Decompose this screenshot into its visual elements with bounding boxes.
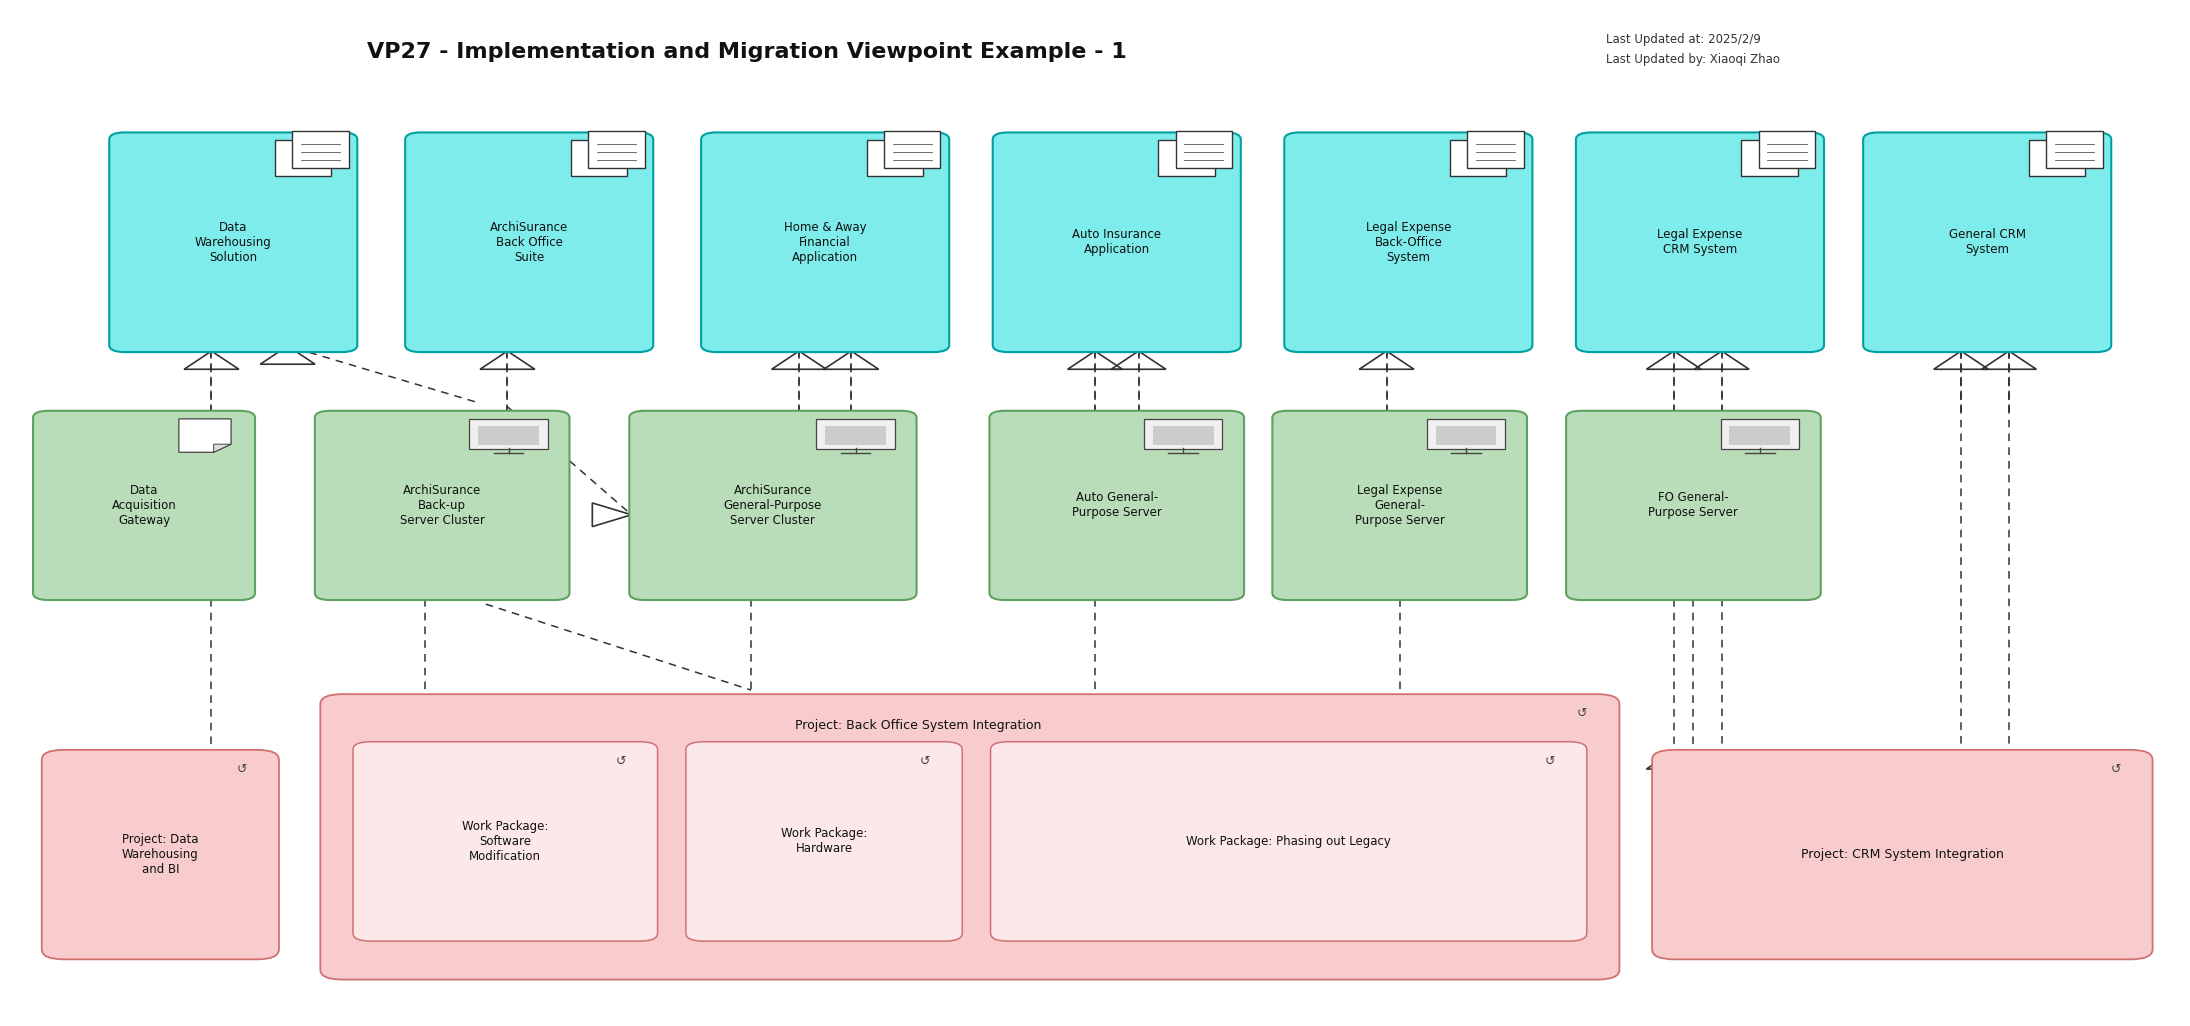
FancyBboxPatch shape [291, 131, 348, 168]
Text: Work Package:
Hardware: Work Package: Hardware [782, 827, 867, 856]
Text: FO General-
Purpose Server: FO General- Purpose Server [1649, 491, 1739, 519]
FancyBboxPatch shape [992, 132, 1242, 352]
FancyBboxPatch shape [685, 742, 961, 941]
FancyBboxPatch shape [1143, 419, 1222, 449]
FancyBboxPatch shape [990, 742, 1588, 941]
Text: ↺: ↺ [1577, 707, 1588, 720]
FancyBboxPatch shape [1566, 410, 1820, 600]
Text: ↺: ↺ [237, 762, 247, 776]
Text: Legal Expense
Back-Office
System: Legal Expense Back-Office System [1367, 221, 1452, 264]
Text: VP27 - Implementation and Migration Viewpoint Example - 1: VP27 - Implementation and Migration View… [368, 42, 1126, 63]
Text: Legal Expense
CRM System: Legal Expense CRM System [1658, 228, 1743, 256]
Text: Project: Back Office System Integration: Project: Back Office System Integration [795, 719, 1040, 732]
Text: Data
Acquisition
Gateway: Data Acquisition Gateway [112, 484, 177, 527]
FancyBboxPatch shape [817, 419, 896, 449]
Text: Home & Away
Financial
Application: Home & Away Financial Application [784, 221, 867, 264]
FancyBboxPatch shape [1283, 132, 1533, 352]
Text: General CRM
System: General CRM System [1949, 228, 2026, 256]
FancyBboxPatch shape [33, 410, 254, 600]
FancyBboxPatch shape [1272, 410, 1526, 600]
Text: Work Package: Phasing out Legacy: Work Package: Phasing out Legacy [1187, 835, 1391, 847]
Text: Auto General-
Purpose Server: Auto General- Purpose Server [1071, 491, 1161, 519]
FancyBboxPatch shape [1864, 132, 2111, 352]
FancyBboxPatch shape [867, 140, 924, 176]
FancyBboxPatch shape [990, 410, 1244, 600]
Text: ↺: ↺ [920, 754, 931, 767]
FancyBboxPatch shape [405, 132, 653, 352]
Text: Work Package:
Software
Modification: Work Package: Software Modification [462, 820, 548, 863]
FancyBboxPatch shape [1759, 131, 1816, 168]
Text: ArchiSurance
General-Purpose
Server Cluster: ArchiSurance General-Purpose Server Clus… [723, 484, 821, 527]
Text: Legal Expense
General-
Purpose Server: Legal Expense General- Purpose Server [1356, 484, 1445, 527]
Text: Project: CRM System Integration: Project: CRM System Integration [1800, 849, 2004, 861]
FancyBboxPatch shape [1159, 140, 1215, 176]
FancyBboxPatch shape [2028, 140, 2085, 176]
Text: ArchiSurance
Back Office
Suite: ArchiSurance Back Office Suite [491, 221, 569, 264]
FancyBboxPatch shape [826, 426, 887, 445]
Polygon shape [215, 444, 232, 452]
Text: ↺: ↺ [615, 754, 626, 767]
FancyBboxPatch shape [629, 410, 918, 600]
FancyBboxPatch shape [572, 140, 626, 176]
Text: Last Updated at: 2025/2/9: Last Updated at: 2025/2/9 [1607, 33, 1761, 46]
FancyBboxPatch shape [1651, 750, 2153, 959]
FancyBboxPatch shape [1741, 140, 1798, 176]
Text: Auto Insurance
Application: Auto Insurance Application [1073, 228, 1161, 256]
FancyBboxPatch shape [1176, 131, 1233, 168]
FancyBboxPatch shape [110, 132, 357, 352]
FancyBboxPatch shape [320, 695, 1618, 980]
FancyBboxPatch shape [587, 131, 644, 168]
Polygon shape [180, 419, 232, 452]
FancyBboxPatch shape [1721, 419, 1798, 449]
FancyBboxPatch shape [701, 132, 948, 352]
FancyBboxPatch shape [315, 410, 569, 600]
FancyBboxPatch shape [353, 742, 657, 941]
FancyBboxPatch shape [42, 750, 278, 959]
Text: ↺: ↺ [1544, 754, 1555, 767]
Text: Project: Data
Warehousing
and BI: Project: Data Warehousing and BI [123, 833, 199, 876]
FancyBboxPatch shape [885, 131, 940, 168]
Text: Data
Warehousing
Solution: Data Warehousing Solution [195, 221, 272, 264]
FancyBboxPatch shape [1428, 419, 1505, 449]
FancyBboxPatch shape [1437, 426, 1496, 445]
Text: ArchiSurance
Back-up
Server Cluster: ArchiSurance Back-up Server Cluster [401, 484, 484, 527]
FancyBboxPatch shape [1577, 132, 1824, 352]
FancyBboxPatch shape [2045, 131, 2102, 168]
FancyBboxPatch shape [274, 140, 331, 176]
FancyBboxPatch shape [1152, 426, 1213, 445]
FancyBboxPatch shape [1467, 131, 1524, 168]
Text: Last Updated by: Xiaoqi Zhao: Last Updated by: Xiaoqi Zhao [1607, 53, 1780, 66]
FancyBboxPatch shape [1730, 426, 1789, 445]
FancyBboxPatch shape [469, 419, 548, 449]
FancyBboxPatch shape [1450, 140, 1507, 176]
Text: ↺: ↺ [2111, 762, 2120, 776]
FancyBboxPatch shape [477, 426, 539, 445]
